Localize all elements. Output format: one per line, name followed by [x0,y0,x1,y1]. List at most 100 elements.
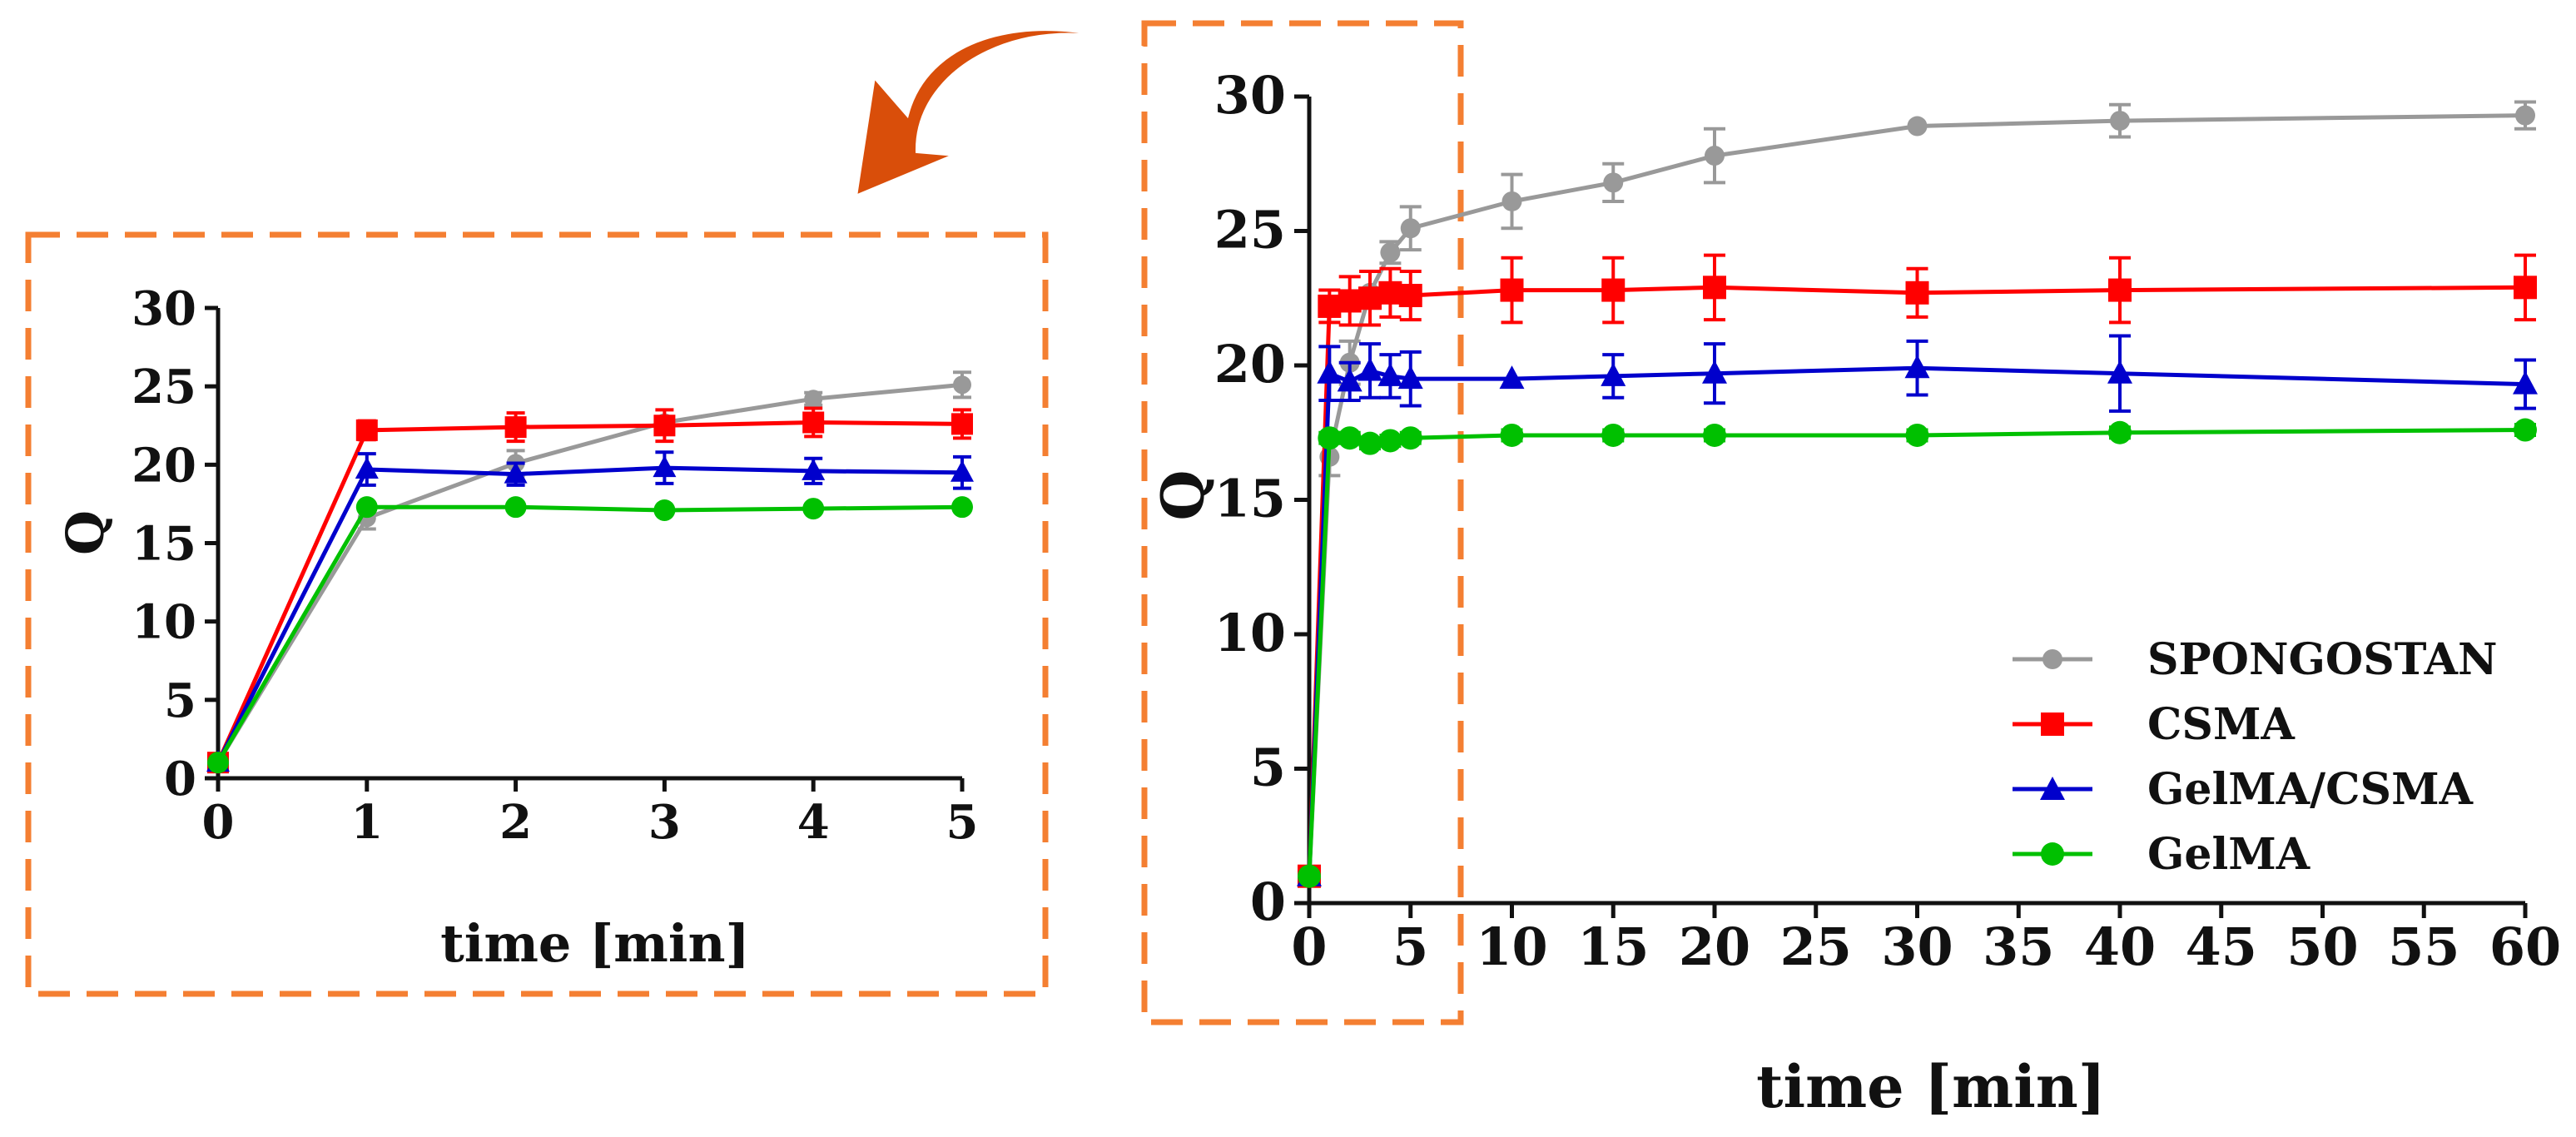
inset-series-gelma-csma [206,450,974,772]
main-point-spongostan-20 [1705,146,1725,166]
main-x-tick-label-45: 45 [2186,916,2257,977]
main-chart: 0 5 10 15 20 25 30 0 5 10 15 20 25 30 35 40 45 50 55 60 tim… [1149,65,2561,1121]
inset-point-gelma-3 [653,499,676,521]
main-ticks: 0 5 10 15 20 25 30 0 5 10 15 20 25 30 35 40 45 50 55 60 [1214,65,2561,977]
main-point-spongostan-4 [1380,242,1401,263]
inset-point-csma-4 [802,411,825,434]
inset-line-gelma-csma [216,465,963,764]
main-point-spongostan-40 [2110,111,2130,132]
inset-line-csma [216,420,963,764]
main-y-tick-label-0: 0 [1250,871,1286,932]
main-point-spongostan-10 [1501,191,1522,211]
legend-label-spongostan: SPONGOSTAN [2147,634,2497,685]
inset-point-csma-1 [355,419,378,441]
main-point-gelma-10 [1500,423,1524,447]
inset-y-tick-label-30: 30 [132,281,196,336]
main-x-tick-label-0: 0 [1291,916,1327,977]
main-x-tick-label-25: 25 [1780,916,1852,977]
main-point-gelma-csma-5 [1397,365,1423,390]
inset-x-tick-label-3: 3 [648,795,681,850]
inset-point-spongostan-4 [804,390,823,409]
main-series-gelma-csma [1297,334,2538,886]
main-point-gelma-csma-20 [1702,360,1727,384]
main-point-gelma-csma-30 [1904,355,1930,379]
inset-series-gelma [207,496,973,774]
inset-x-tick-label-1: 1 [350,795,383,850]
main-point-gelma-40 [2108,420,2132,444]
main-point-csma-5 [1398,284,1422,308]
inset-ticks: 0 5 10 15 20 25 30 0 1 2 3 4 5 [132,281,978,850]
legend-label-gelma-csma: GelMA/CSMA [2147,764,2474,815]
main-x-tick-label-40: 40 [2084,916,2156,977]
main-point-gelma-1 [1318,426,1342,450]
main-point-gelma-csma-3 [1357,357,1383,381]
main-point-csma-3 [1358,286,1382,310]
legend-marker-csma [2041,712,2064,736]
inset-point-gelma-1 [355,496,378,519]
main-x-tick-label-50: 50 [2286,916,2358,977]
inset-series [206,370,974,774]
main-point-gelma-4 [1378,429,1402,453]
inset-point-gelma-2 [504,496,527,519]
inset-x-axis-title: time [min] [440,913,750,974]
main-point-csma-20 [1703,276,1726,300]
inset-y-tick-label-25: 25 [132,360,196,415]
main-series-gelma [1298,418,2537,888]
main-point-gelma-0 [1298,864,1321,888]
inset-point-csma-3 [653,415,676,437]
main-point-gelma-csma-2 [1337,368,1362,392]
main-point-csma-30 [1905,281,1929,305]
main-y-axis-title: Q [1149,470,1218,521]
inset-point-gelma-csma-5 [950,459,974,482]
main-point-csma-4 [1378,281,1402,305]
main-point-csma-15 [1601,278,1626,302]
main-point-gelma-csma-40 [2107,360,2132,384]
inset-y-tick-label-0: 0 [164,752,196,807]
inset-x-tick-label-2: 2 [499,795,532,850]
main-point-csma-1 [1318,294,1342,318]
legend-entry-csma: CSMA [2013,699,2296,750]
inset-x-tick-label-0: 0 [202,795,235,850]
main-point-gelma-5 [1398,426,1422,450]
inset-chart: 0 5 10 15 20 25 30 0 1 2 3 4 5 time [min] Q [55,281,978,974]
main-x-tick-label-15: 15 [1577,916,1649,977]
main-point-gelma-30 [1905,423,1929,447]
main-point-spongostan-30 [1907,116,1928,137]
main-x-tick-label-60: 60 [2489,916,2561,977]
main-y-tick-label-5: 5 [1250,737,1286,798]
inset-point-gelma-csma-3 [653,455,677,478]
main-point-csma-2 [1338,289,1362,313]
inset-point-spongostan-5 [953,375,971,395]
main-y-tick-label-20: 20 [1214,334,1286,395]
main-x-tick-label-55: 55 [2388,916,2459,977]
inset-point-gelma-csma-4 [802,458,826,480]
inset-y-tick-label-5: 5 [164,673,196,728]
inset-y-axis-title: Q [55,510,116,555]
main-point-gelma-3 [1358,431,1382,455]
main-point-csma-60 [2514,276,2537,300]
main-point-csma-40 [2108,278,2132,302]
legend-label-gelma: GelMA [2147,829,2310,880]
inset-point-gelma-csma-2 [504,461,528,484]
main-point-gelma-2 [1338,426,1362,450]
main-point-gelma-csma-10 [1499,365,1525,390]
inset-point-gelma-0 [207,752,229,774]
main-point-gelma-20 [1703,423,1726,447]
main-point-gelma-60 [2514,418,2537,442]
inset-y-tick-label-10: 10 [132,595,196,650]
legend-entry-gelma: GelMA [2013,829,2310,880]
legend-entry-gelma-csma: GelMA/CSMA [2013,764,2474,815]
main-x-axis-title: time [min] [1756,1052,2106,1121]
curved-arrow-icon [853,27,1144,200]
main-point-spongostan-5 [1400,218,1421,239]
legend: SPONGOSTAN CSMA GelMA/CSMA GelMA [2013,634,2497,880]
main-point-csma-10 [1500,278,1524,302]
main-point-gelma-15 [1601,423,1626,447]
main-y-tick-label-10: 10 [1214,603,1286,663]
zoom-region-dashed-frame [1141,20,1464,1025]
main-point-gelma-csma-15 [1601,362,1626,386]
main-x-tick-label-20: 20 [1679,916,1750,977]
inset-y-tick-label-15: 15 [132,517,196,572]
